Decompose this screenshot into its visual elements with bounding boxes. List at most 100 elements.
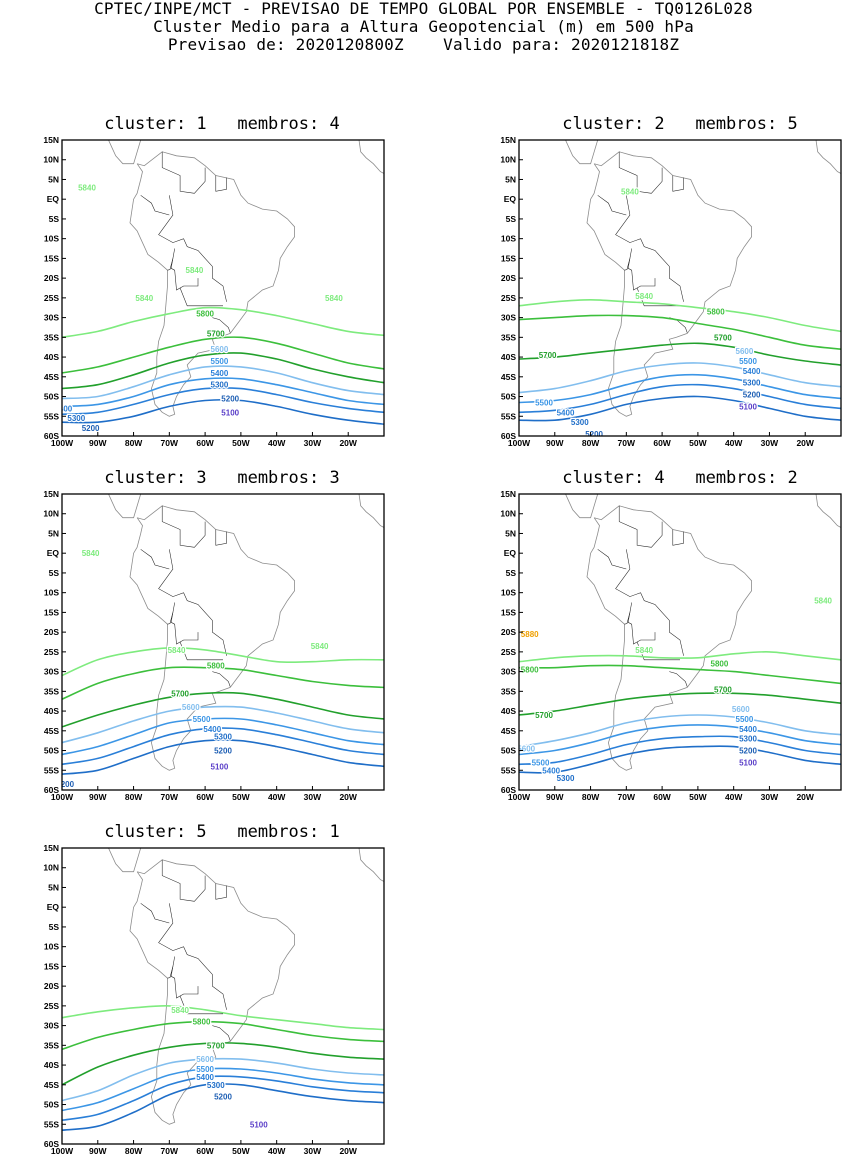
country-border <box>170 956 199 999</box>
y-tick-label: 40S <box>44 706 59 716</box>
contour-5400 <box>62 727 384 766</box>
contour-label-5840: 5840 <box>311 642 329 651</box>
contour-label-5300: 5300 <box>67 414 85 423</box>
contour-label-5600: 5600 <box>517 745 535 754</box>
country-border <box>215 883 227 900</box>
chart-panel-cluster-4: 5880584058405800580057005700560055005400… <box>500 489 842 802</box>
country-border <box>624 258 631 271</box>
x-tick-label: 60W <box>653 438 671 448</box>
x-tick-label: 100W <box>51 1146 74 1156</box>
y-tick-label: EQ <box>47 902 60 912</box>
contour-5840 <box>62 647 384 677</box>
country-border <box>140 195 170 216</box>
contour-label-5700: 5700 <box>171 689 189 698</box>
contour-label-5800: 5800 <box>521 666 539 675</box>
country-border <box>167 258 174 271</box>
contour-5600 <box>62 705 384 744</box>
y-tick-label: 15S <box>501 253 516 263</box>
contour-5500 <box>62 1067 384 1112</box>
x-tick-label: 50W <box>232 1146 250 1156</box>
x-tick-label: 80W <box>582 438 600 448</box>
contour-label-5500: 5500 <box>532 758 550 767</box>
y-tick-label: 15S <box>44 607 59 617</box>
coastline-central-america <box>561 494 599 519</box>
y-tick-label: 60S <box>501 431 516 441</box>
country-border <box>212 317 231 333</box>
country-border <box>167 966 174 979</box>
x-tick-label: 90W <box>89 1146 107 1156</box>
y-tick-label: 45S <box>44 372 59 382</box>
y-tick-label: 25S <box>44 647 59 657</box>
contour-5300 <box>62 739 384 775</box>
y-tick-label: 60S <box>501 785 516 795</box>
country-border <box>161 505 206 548</box>
country-border <box>627 248 656 291</box>
contour-5800 <box>519 664 841 685</box>
contour-label-5200: 5200 <box>743 391 761 400</box>
coastline-south-america <box>129 505 295 771</box>
contour-5400 <box>519 735 841 766</box>
x-tick-label: 90W <box>89 438 107 448</box>
y-tick-label: 35S <box>501 332 516 342</box>
contour-label-5840: 5840 <box>186 266 204 275</box>
y-tick-label: 60S <box>44 1139 59 1149</box>
y-tick-label: 10N <box>43 863 59 873</box>
x-tick-label: 60W <box>653 792 671 802</box>
country-border <box>597 549 627 570</box>
x-tick-label: 100W <box>508 438 531 448</box>
country-border <box>669 671 688 687</box>
x-tick-label: 90W <box>546 438 564 448</box>
country-border <box>215 175 227 192</box>
contour-label-5400: 5400 <box>542 766 560 775</box>
plot-frame <box>61 847 385 1145</box>
y-tick-label: 30S <box>44 667 59 677</box>
contour-label-5840: 5840 <box>635 292 653 301</box>
coastline-central-america <box>104 140 142 165</box>
country-border <box>627 602 656 645</box>
contour-5700 <box>62 1042 384 1086</box>
coastline-south-america <box>586 505 752 771</box>
contour-label-5800: 5800 <box>196 310 214 319</box>
y-tick-label: 55S <box>501 411 516 421</box>
country-border <box>615 549 684 656</box>
header-line-2: Cluster Medio para a Altura Geopotencial… <box>153 17 694 36</box>
y-tick-label: 15S <box>501 607 516 617</box>
contour-5800 <box>62 666 384 700</box>
y-tick-label: 35S <box>44 1040 59 1050</box>
x-tick-label: 100W <box>51 792 74 802</box>
contour-5700 <box>519 692 841 716</box>
y-tick-label: 20S <box>501 627 516 637</box>
contour-label-5300: 5300 <box>571 418 589 427</box>
contour-label-5200: 200 <box>61 780 75 789</box>
y-tick-label: 15N <box>43 843 59 853</box>
contour-label-5200: 5200 <box>739 747 757 756</box>
x-tick-label: 80W <box>582 792 600 802</box>
x-tick-label: 30W <box>761 438 779 448</box>
contour-label-5300: 5300 <box>557 774 575 783</box>
coastline-south-america <box>586 151 752 417</box>
contour-label-5800: 5800 <box>711 660 729 669</box>
contour-label-5400: 5400 <box>211 369 229 378</box>
coastline-south-america <box>129 859 295 1125</box>
contour-5300 <box>62 1083 384 1131</box>
contour-label-5100: 5100 <box>739 758 757 767</box>
contour-label-5840: 5840 <box>621 187 639 196</box>
country-border <box>597 195 627 216</box>
y-tick-label: 15N <box>43 135 59 145</box>
country-border <box>179 287 223 307</box>
country-border <box>158 195 227 302</box>
contour-label-5400: 5400 <box>557 408 575 417</box>
y-tick-label: 10S <box>44 942 59 952</box>
contour-5300 <box>519 745 841 774</box>
contour-label-5700: 5700 <box>207 1041 225 1050</box>
country-border <box>167 612 174 625</box>
x-tick-label: 30W <box>304 792 322 802</box>
x-tick-label: 70W <box>161 438 179 448</box>
y-tick-label: 15S <box>44 961 59 971</box>
country-border <box>140 549 170 570</box>
contour-label-5500: 5500 <box>196 1065 214 1074</box>
y-tick-label: 45S <box>44 1080 59 1090</box>
contour-label-5500: 5500 <box>193 715 211 724</box>
y-tick-label: 5N <box>505 175 516 185</box>
